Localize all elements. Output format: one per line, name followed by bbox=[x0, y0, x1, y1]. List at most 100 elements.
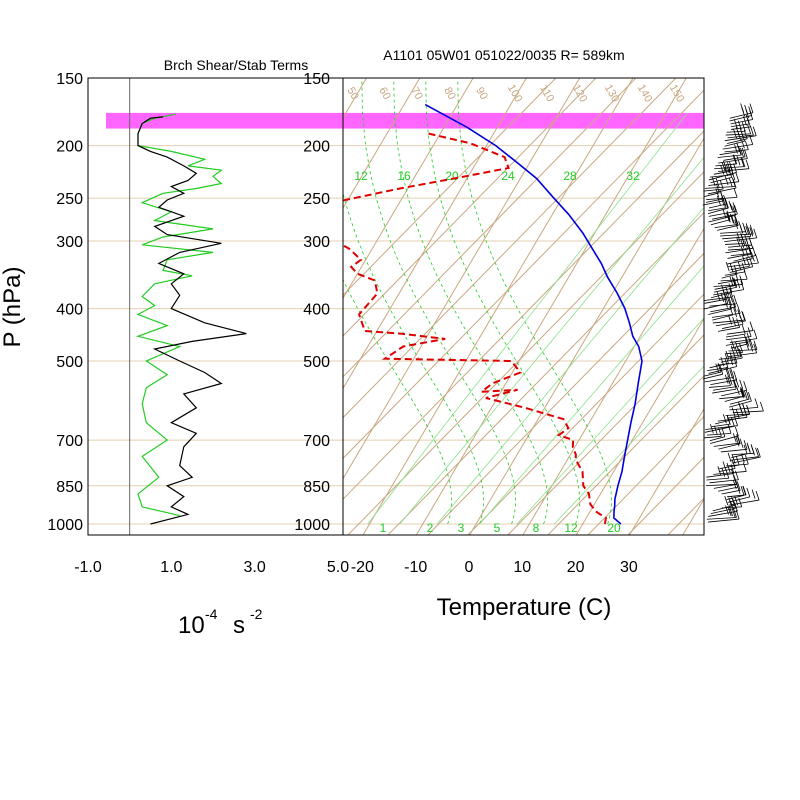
wind-barb-flag bbox=[727, 452, 732, 463]
wind-barb-flag bbox=[734, 416, 738, 426]
wind-barb-flag bbox=[732, 377, 737, 387]
dry-adiabat bbox=[343, 130, 704, 500]
skewt-pressure-tick-label: 850 bbox=[303, 479, 330, 496]
left-x-tick-label: 3.0 bbox=[244, 559, 266, 576]
wind-barb-flag bbox=[726, 366, 731, 376]
wind-barb bbox=[726, 130, 746, 133]
wind-barb-flag bbox=[730, 417, 735, 427]
wind-barb bbox=[708, 211, 737, 217]
wind-barb-flag bbox=[746, 332, 751, 342]
wind-barb-flag bbox=[725, 261, 730, 272]
left-xlabel-base: 10 bbox=[178, 612, 205, 639]
mixing-ratio-line bbox=[516, 317, 704, 525]
left-xlabel-exp2: -2 bbox=[250, 606, 263, 622]
skewt-frame bbox=[342, 77, 705, 536]
wind-barb bbox=[708, 518, 740, 523]
wind-barb-flag bbox=[753, 329, 758, 339]
wind-barb-flag bbox=[739, 388, 744, 399]
wind-barb-flag bbox=[721, 427, 726, 437]
wind-barb-flag bbox=[741, 324, 746, 335]
skewt-pressure-tick-label: 250 bbox=[303, 191, 330, 208]
skewt-x-tick-label: 0 bbox=[465, 559, 474, 576]
wind-barb bbox=[732, 410, 764, 414]
wind-barb-flag bbox=[725, 164, 730, 174]
figure-title: A1101 05W01 051022/0035 R= 589km bbox=[383, 47, 624, 63]
wind-barb-flag bbox=[745, 337, 750, 347]
wind-barb-flag bbox=[723, 160, 727, 170]
wind-barb-flag bbox=[744, 149, 748, 159]
left-pressure-tick-label: 200 bbox=[56, 139, 83, 156]
left-pressure-tick-label: 850 bbox=[56, 479, 83, 496]
wind-barb bbox=[708, 207, 727, 212]
wind-barb-flag bbox=[752, 246, 756, 256]
wind-barb-flag bbox=[729, 305, 734, 316]
wind-barb-flag bbox=[733, 357, 738, 367]
wind-barb bbox=[718, 168, 750, 172]
wind-barb bbox=[725, 413, 750, 416]
wind-barb-flag bbox=[721, 162, 726, 172]
wind-barb-flag bbox=[754, 398, 759, 408]
left-panel: -1.0 1.0 3.0 5.0 bbox=[74, 77, 704, 576]
wind-barb-flag bbox=[728, 315, 732, 325]
mixing-ratio-line bbox=[553, 365, 704, 525]
wind-barb-flag bbox=[743, 129, 748, 139]
potential-temperature-label: 50 bbox=[344, 85, 361, 102]
wind-barb-flag bbox=[734, 426, 739, 437]
saturation-adiabat bbox=[361, 78, 517, 525]
wind-barb-flag bbox=[741, 122, 746, 132]
wind-barb bbox=[703, 435, 722, 439]
wind-barb-flag bbox=[733, 370, 738, 381]
wind-barb bbox=[704, 425, 735, 433]
skewt-x-tick-label: 10 bbox=[513, 559, 531, 576]
wind-barb-flag bbox=[745, 340, 750, 351]
left-pressure-tick-label: 300 bbox=[56, 234, 83, 251]
wind-barb-flag bbox=[747, 124, 752, 134]
wind-barb bbox=[703, 188, 724, 192]
wind-barb bbox=[705, 483, 737, 487]
wind-barb bbox=[725, 249, 748, 254]
wind-barb bbox=[707, 432, 732, 436]
wind-barb-flag bbox=[749, 110, 754, 120]
wind-barb-flag bbox=[748, 249, 753, 259]
skewt-x-ticks: -20 -10 0 10 20 30 bbox=[351, 559, 638, 576]
wind-barb-flag bbox=[729, 369, 734, 379]
wind-barb-flag bbox=[730, 464, 735, 474]
wind-barb bbox=[705, 198, 723, 203]
wind-barb bbox=[719, 464, 740, 470]
wind-barb-flag bbox=[725, 350, 730, 361]
wind-barb bbox=[712, 213, 738, 220]
wind-barb-flag bbox=[733, 508, 737, 518]
wind-barb-flag bbox=[717, 466, 722, 476]
wind-barb-flag bbox=[729, 352, 734, 362]
wind-barb bbox=[721, 489, 741, 495]
wind-barb-flag bbox=[744, 248, 749, 258]
left-pressure-tick-label: 500 bbox=[56, 354, 83, 371]
wind-barb-flag bbox=[730, 500, 734, 510]
wind-barb bbox=[708, 172, 737, 181]
wind-barb-flag bbox=[715, 183, 720, 193]
wind-barb-flag bbox=[729, 213, 734, 224]
wind-barb bbox=[714, 224, 738, 229]
wind-barb bbox=[712, 504, 735, 512]
wind-barb-flag bbox=[726, 415, 731, 425]
wind-barb-flag bbox=[731, 508, 736, 518]
wind-barb-flag bbox=[743, 444, 748, 454]
skewt-x-tick-label: -10 bbox=[404, 559, 427, 576]
wind-barb-flag bbox=[732, 499, 737, 509]
wind-barb-flag bbox=[719, 365, 724, 375]
isotherm bbox=[522, 227, 704, 535]
y-axis-label: P (hPa) bbox=[0, 267, 26, 348]
wind-barb-flag bbox=[741, 147, 746, 157]
wind-barb-flag bbox=[715, 188, 720, 198]
wind-barb-flag bbox=[713, 425, 718, 435]
wind-barb bbox=[712, 388, 737, 394]
isotherm bbox=[0, 68, 266, 536]
wind-barb-flag bbox=[724, 298, 728, 308]
wind-barb-flag bbox=[734, 502, 738, 512]
potential-temperature-label: 90 bbox=[473, 85, 490, 102]
wind-barb-flag bbox=[728, 283, 733, 293]
saturation-adiabat-label: 32 bbox=[626, 169, 640, 183]
wind-barb-flag bbox=[744, 455, 749, 465]
wind-barb-flag bbox=[725, 198, 729, 209]
saturation-adiabat bbox=[457, 78, 612, 525]
